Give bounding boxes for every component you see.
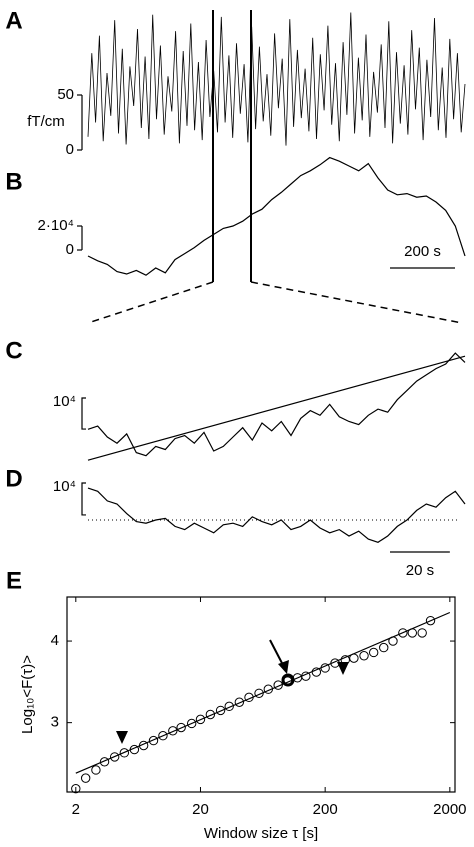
data-point [176, 722, 186, 733]
y-tick-label: 50 [57, 86, 74, 103]
panel-label: D [5, 465, 22, 492]
scale-bar-label: 20 s [406, 562, 434, 579]
y-tick-label: 4 [51, 632, 59, 649]
data-point [282, 676, 293, 686]
x-tick-label: 20 [192, 801, 209, 818]
arrowhead-marker [337, 662, 349, 675]
data-point [109, 752, 120, 762]
data-point [158, 731, 168, 741]
trace [87, 156, 466, 276]
data-point [129, 744, 140, 755]
data-point [71, 784, 81, 794]
data-point [234, 697, 245, 707]
trace [87, 352, 466, 457]
data-point [91, 765, 101, 775]
x-axis-label: Window size τ [s] [204, 825, 318, 842]
trace [87, 487, 466, 543]
data-point [398, 628, 408, 638]
y-axis-label: fT/cm [27, 113, 65, 130]
data-point [254, 688, 264, 698]
data-point [388, 636, 398, 646]
fit-line [87, 355, 466, 461]
arrow-head [278, 660, 289, 674]
data-point [368, 647, 379, 658]
scale-bar-y [81, 482, 86, 516]
scale-bar-label: 10⁴ [53, 393, 76, 410]
data-point [99, 757, 110, 767]
x-tick-label: 200 [313, 801, 338, 818]
data-point [148, 735, 159, 746]
data-point [195, 714, 206, 725]
arrow [269, 639, 285, 668]
panel-label: E [6, 567, 22, 594]
data-point [186, 718, 197, 729]
y-tick-label: 0 [66, 241, 74, 258]
y-axis-label: Log₁₀<F(τ)> [19, 655, 36, 734]
data-point [359, 651, 369, 661]
data-point [80, 773, 91, 783]
scale-bar-label: 10⁴ [53, 478, 76, 495]
y-tick-label: 3 [51, 714, 59, 731]
data-point [215, 705, 226, 716]
decorations [87, 10, 463, 744]
data-point [138, 740, 149, 751]
data-point [311, 667, 322, 677]
data-point [224, 701, 234, 712]
data-point [417, 628, 427, 638]
data-point [330, 658, 340, 668]
scale-bar-label: 200 s [404, 243, 441, 260]
data-point [205, 709, 216, 720]
data-point [119, 748, 130, 758]
data-point [349, 653, 359, 663]
panel-label: C [5, 337, 22, 364]
data-point [263, 684, 274, 694]
zoom-line [87, 281, 214, 324]
panel-label: A [5, 7, 22, 34]
x-tick-label: 2000 [433, 801, 466, 818]
data-point [273, 680, 283, 690]
data-point [244, 692, 254, 703]
panel-label: B [5, 168, 22, 195]
x-tick-label: 2 [72, 801, 80, 818]
data-point [407, 628, 418, 638]
y-tick-label: 0 [66, 141, 74, 158]
zoom-line [250, 281, 463, 324]
data-point [320, 663, 330, 673]
scale-bar-y [81, 397, 86, 430]
data-point [425, 615, 436, 626]
data-point [340, 655, 350, 665]
data-point [379, 642, 389, 653]
y-tick-label: 2·10⁴ [38, 217, 74, 234]
data-point [168, 726, 178, 736]
plot-frame [66, 596, 456, 793]
arrowhead-marker [116, 731, 128, 744]
data-point [301, 671, 311, 681]
trace [87, 12, 466, 146]
